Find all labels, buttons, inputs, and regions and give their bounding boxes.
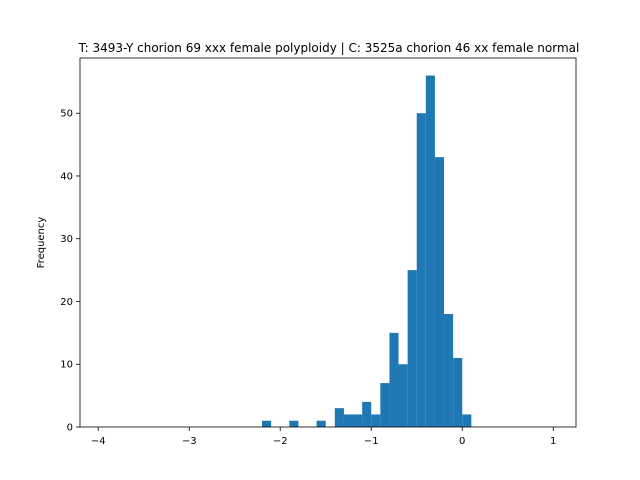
histogram-bar-10 bbox=[398, 364, 408, 427]
y-axis: 0 10 20 30 40 50 bbox=[60, 109, 80, 434]
y-tick-label: 30 bbox=[60, 234, 73, 245]
x-tick-label: −3 bbox=[182, 436, 197, 447]
histogram-bar-8 bbox=[380, 383, 390, 427]
histogram-bar-2 bbox=[316, 420, 326, 427]
histogram-bar-7 bbox=[371, 414, 381, 427]
y-axis-label: Frequency bbox=[36, 217, 47, 269]
y-tick-label: 0 bbox=[67, 423, 73, 434]
plot-frame bbox=[79, 57, 577, 428]
histogram-bar-12 bbox=[416, 113, 426, 427]
histogram-bar-4 bbox=[343, 414, 354, 427]
x-tick-label: 0 bbox=[459, 436, 465, 447]
histogram-bar-1 bbox=[289, 420, 299, 427]
x-tick-label: −4 bbox=[91, 436, 106, 447]
histogram-bar-0 bbox=[262, 420, 272, 427]
histogram-bar-14 bbox=[434, 157, 445, 427]
histogram-bar-5 bbox=[353, 414, 363, 427]
histogram-bar-15 bbox=[444, 314, 454, 427]
bars-group bbox=[262, 75, 472, 428]
histogram-bar-13 bbox=[425, 75, 435, 428]
histogram-bar-16 bbox=[453, 357, 463, 427]
histogram-bar-11 bbox=[407, 270, 417, 427]
y-tick-label: 10 bbox=[60, 360, 73, 371]
y-tick-label: 20 bbox=[60, 297, 73, 308]
histogram-bar-9 bbox=[389, 332, 399, 427]
chart-title: T: 3493-Y chorion 69 xxx female polyploi… bbox=[78, 41, 580, 55]
y-tick-label: 40 bbox=[60, 171, 73, 182]
x-axis: −4 −3 −2 −1 0 1 bbox=[91, 427, 556, 447]
histogram-bar-17 bbox=[462, 414, 472, 427]
x-tick-label: −1 bbox=[364, 436, 379, 447]
x-tick-label: 1 bbox=[550, 436, 556, 447]
x-tick-label: −2 bbox=[273, 436, 288, 447]
histogram-bar-3 bbox=[334, 408, 344, 427]
y-tick-label: 50 bbox=[60, 109, 73, 120]
histogram-bar-6 bbox=[362, 401, 372, 427]
